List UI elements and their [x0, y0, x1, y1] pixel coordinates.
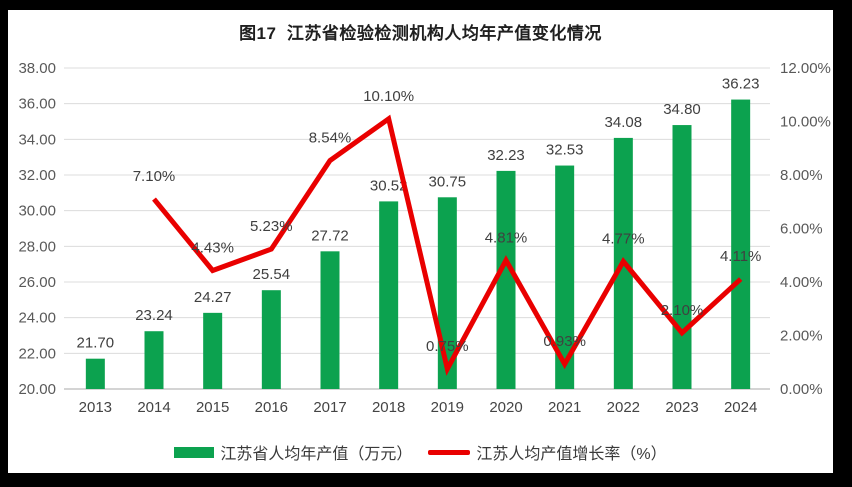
- bar-value-label-2023: 34.80: [663, 101, 701, 118]
- x-axis-label-2022: 2022: [607, 399, 640, 416]
- growth-value-label-2015: 4.43%: [191, 239, 234, 256]
- bar-2021: [555, 165, 575, 389]
- growth-value-label-2020: 4.81%: [485, 229, 528, 246]
- right-axis-tick: 12.00%: [780, 60, 831, 77]
- bar-value-label-2014: 23.24: [135, 307, 173, 324]
- x-axis-label-2021: 2021: [548, 399, 581, 416]
- chart-panel: 38.00 36.00 34.00 32.00 30.00 28.00 26.00 24.00…: [8, 10, 833, 473]
- bar-2017: [320, 251, 340, 389]
- x-axis-label-2023: 2023: [665, 399, 698, 416]
- bar-value-label-2013: 21.70: [77, 335, 115, 352]
- growth-value-label-2014: 7.10%: [133, 168, 176, 185]
- growth-value-label-2016: 5.23%: [250, 218, 293, 235]
- x-axis-label-2015: 2015: [196, 399, 229, 416]
- right-axis-tick: 10.00%: [780, 114, 831, 131]
- growth-value-label-2023: 2.10%: [661, 302, 704, 319]
- bar-value-label-2015: 24.27: [194, 289, 232, 306]
- chart-canvas: 38.00 36.00 34.00 32.00 30.00 28.00 26.00 24.00…: [18, 60, 831, 416]
- left-axis-tick: 38.00: [18, 60, 56, 77]
- growth-line: [152, 114, 743, 376]
- left-axis-tick: 32.00: [18, 167, 56, 184]
- x-axis-label-2020: 2020: [489, 399, 522, 416]
- x-axis-label-2016: 2016: [255, 399, 288, 416]
- right-axis-tick: 6.00%: [780, 221, 823, 238]
- bar-value-label-2021: 32.53: [546, 142, 584, 159]
- bar-value-label-2017: 27.72: [311, 227, 349, 244]
- left-axis-tick: 36.00: [18, 96, 56, 113]
- growth-value-label-2018: 10.10%: [363, 88, 414, 105]
- x-axis-label-2019: 2019: [431, 399, 464, 416]
- right-axis-tick: 0.00%: [780, 381, 823, 398]
- x-axis-label-2018: 2018: [372, 399, 405, 416]
- bar-2018: [379, 201, 399, 389]
- left-axis-tick: 28.00: [18, 238, 56, 255]
- bar-value-label-2024: 36.23: [722, 76, 760, 93]
- bar-value-label-2019: 30.75: [429, 173, 467, 190]
- line-series-swatch: [428, 449, 471, 455]
- bar-2014: [144, 331, 164, 389]
- legend-item-growth-rate: 江苏人均产值增长率（%）: [428, 440, 667, 464]
- chart-title: 图17 江苏省检验检测机构人均年产值变化情况: [239, 24, 602, 43]
- x-axis-label-2017: 2017: [313, 399, 346, 416]
- growth-value-label-2017: 8.54%: [309, 130, 352, 147]
- bar-2023: [672, 125, 692, 390]
- legend-label-growth-rate: 江苏人均产值增长率（%）: [476, 446, 667, 463]
- bar-2020: [496, 170, 516, 389]
- bar-2013: [85, 358, 105, 389]
- x-axis-label-2014: 2014: [137, 399, 170, 416]
- bar-value-label-2020: 32.23: [487, 147, 525, 164]
- left-axis-tick: 24.00: [18, 310, 56, 327]
- bar-2015: [203, 312, 223, 389]
- right-axis-tick: 4.00%: [780, 274, 823, 291]
- right-axis-tick: 2.00%: [780, 328, 823, 345]
- left-axis-tick: 30.00: [18, 203, 56, 220]
- bar-value-label-2016: 25.54: [253, 266, 291, 283]
- left-axis-tick: 20.00: [18, 381, 56, 398]
- right-axis-tick: 8.00%: [780, 167, 823, 184]
- left-axis-tick: 34.00: [18, 131, 56, 148]
- x-axis-label-2013: 2013: [79, 399, 112, 416]
- chart-legend: 江苏省人均年产值（万元） 江苏人均产值增长率（%）: [8, 440, 833, 464]
- bar-value-label-2022: 34.08: [605, 114, 643, 131]
- x-axis-label-2024: 2024: [724, 399, 757, 416]
- growth-value-label-2021: 0.93%: [543, 333, 586, 350]
- left-axis-tick: 22.00: [18, 345, 56, 362]
- legend-item-output-value: 江苏省人均年产值（万元）: [174, 440, 412, 464]
- growth-value-label-2024: 4.11%: [720, 248, 761, 265]
- bar-2016: [261, 290, 281, 389]
- bar-series-swatch: [174, 446, 215, 458]
- left-axis-tick: 26.00: [18, 274, 56, 291]
- bar-value-label-2018: 30.52: [370, 177, 408, 194]
- legend-label-output-value: 江苏省人均年产值（万元）: [220, 446, 413, 463]
- growth-value-label-2022: 4.77%: [602, 230, 645, 247]
- bar-2024: [731, 99, 751, 389]
- growth-value-label-2019: 0.75%: [426, 338, 469, 355]
